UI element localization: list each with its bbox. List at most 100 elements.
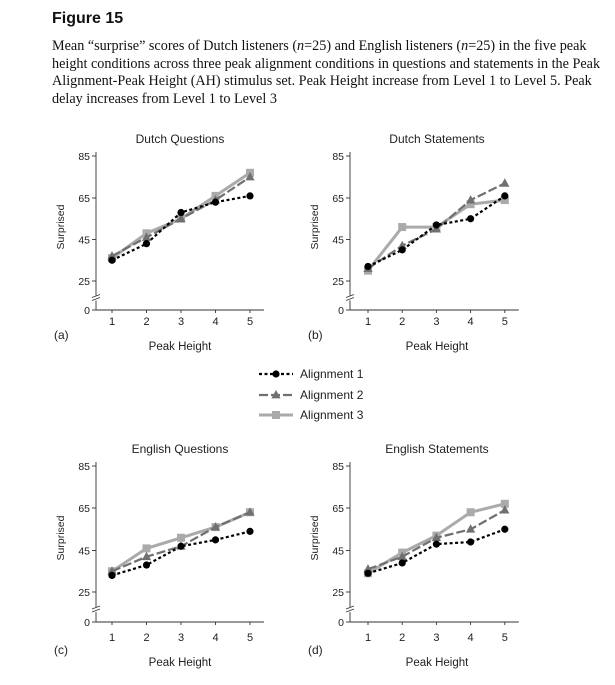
legend-entry: Alignment 2	[300, 388, 364, 402]
marker-circle	[501, 525, 509, 533]
x-tick-label: 3	[433, 632, 439, 644]
caption-part: n	[297, 38, 305, 54]
axis-break-mask	[92, 295, 100, 301]
axis-break-mark	[91, 608, 101, 613]
marker-triangle	[141, 551, 152, 561]
x-tick-label: 5	[502, 632, 508, 644]
y-axis-label: Surprised	[55, 204, 67, 249]
marker-circle	[398, 246, 406, 254]
x-tick-label: 5	[502, 316, 508, 328]
marker-circle	[177, 208, 185, 217]
x-tick-label: 4	[468, 632, 474, 644]
marker-circle	[467, 538, 475, 546]
chart-title: English Statements	[385, 442, 488, 456]
marker-triangle	[107, 566, 117, 575]
y-tick-label: 25	[78, 276, 90, 288]
axis-break-mask	[92, 607, 100, 612]
marker-circle	[272, 370, 280, 378]
axis-break-mark	[91, 605, 101, 610]
y-tick-label: 65	[332, 193, 344, 205]
x-tick-label: 3	[178, 632, 184, 644]
series-line	[366, 198, 505, 272]
x-tick-label: 1	[365, 316, 371, 328]
x-tick-label: 2	[399, 632, 405, 644]
y-axis-label: Surprised	[55, 515, 67, 560]
x-tick-label: 2	[399, 316, 405, 328]
y-tick-label: 65	[78, 503, 90, 515]
chart-title: Dutch Questions	[136, 132, 225, 146]
axis-break-mark	[345, 297, 355, 301]
marker-circle	[211, 198, 220, 206]
y-tick-label: 45	[332, 235, 344, 247]
x-tick-label: 1	[365, 632, 371, 644]
marker-circle	[501, 192, 509, 200]
series-line	[111, 194, 251, 262]
x-axis-label: Peak Height	[406, 657, 469, 669]
marker-circle	[398, 559, 406, 567]
y-tick-label: 0	[338, 305, 344, 317]
y-tick-label: 85	[78, 461, 90, 473]
marker-triangle	[500, 178, 510, 187]
x-tick-label: 2	[143, 632, 149, 644]
x-tick-label: 5	[247, 316, 253, 328]
x-tick-label: 1	[109, 316, 115, 328]
y-tick-label: 65	[332, 503, 344, 515]
marker-circle	[364, 569, 372, 577]
y-tick-label: 85	[78, 151, 90, 163]
axis-break-mask	[346, 607, 354, 612]
y-tick-label: 45	[78, 235, 90, 247]
y-tick-label: 25	[332, 587, 344, 599]
marker-square	[466, 508, 475, 517]
x-tick-label: 5	[247, 632, 253, 644]
x-tick-label: 4	[212, 316, 218, 328]
y-tick-label: 25	[332, 276, 344, 288]
marker-circle	[142, 240, 151, 248]
chart-title: Dutch Statements	[389, 132, 484, 146]
y-tick-label: 0	[338, 617, 344, 629]
y-tick-label: 85	[332, 461, 344, 473]
marker-square	[177, 533, 185, 542]
series-line	[367, 528, 506, 575]
marker-triangle	[431, 532, 441, 542]
caption-part: =25) in the five peak height conditions …	[52, 38, 601, 107]
axis-break-mark	[345, 294, 355, 298]
marker-circle	[108, 256, 116, 264]
marker-square	[142, 544, 151, 553]
marker-square	[500, 499, 509, 508]
marker-circle	[211, 536, 220, 544]
y-tick-label: 0	[84, 617, 90, 629]
panel-label: (b)	[308, 328, 323, 342]
marker-circle	[432, 221, 440, 229]
series-line	[111, 530, 251, 577]
marker-triangle	[363, 564, 373, 573]
figure-caption: Mean “surprise” scores of Dutch listener…	[52, 38, 604, 108]
y-tick-label: 65	[78, 193, 90, 205]
marker-triangle	[500, 505, 510, 514]
marker-triangle	[210, 522, 221, 531]
marker-square	[500, 196, 509, 205]
legend-entry: Alignment 3	[300, 408, 364, 422]
marker-circle	[467, 215, 475, 223]
x-tick-label: 4	[468, 316, 474, 328]
axis-break-mask	[346, 295, 354, 301]
marker-triangle	[245, 507, 255, 516]
marker-circle	[432, 540, 440, 548]
marker-circle	[177, 542, 185, 550]
series-line	[367, 194, 506, 268]
caption-part: =25) and English listeners (	[304, 38, 462, 54]
axis-break-mark	[345, 608, 355, 613]
x-tick-label: 3	[433, 316, 439, 328]
panel-label: (d)	[308, 643, 323, 657]
legend: Alignment 1 Alignment 2 Alignment 3	[259, 367, 364, 422]
x-axis-label: Peak Height	[149, 341, 212, 353]
marker-square	[398, 223, 407, 232]
marker-circle	[108, 571, 116, 580]
x-tick-label: 4	[212, 632, 218, 644]
marker-triangle	[397, 551, 407, 561]
caption-part: n	[461, 38, 469, 54]
x-axis-label: Peak Height	[406, 341, 469, 353]
marker-square	[466, 200, 475, 209]
